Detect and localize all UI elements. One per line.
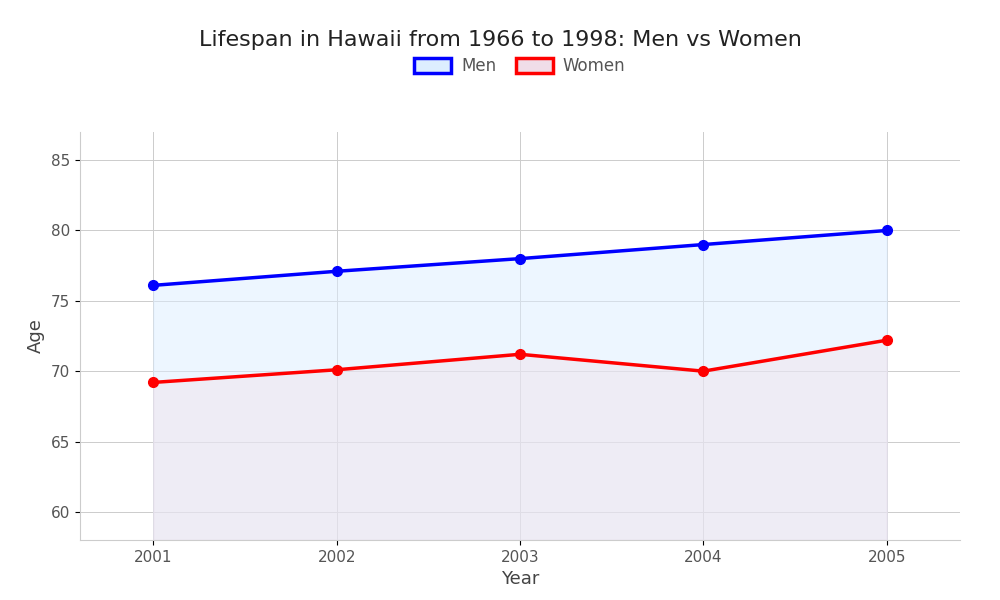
Y-axis label: Age: Age (27, 319, 45, 353)
X-axis label: Year: Year (501, 570, 539, 588)
Text: Lifespan in Hawaii from 1966 to 1998: Men vs Women: Lifespan in Hawaii from 1966 to 1998: Me… (199, 30, 801, 50)
Legend: Men, Women: Men, Women (408, 50, 632, 82)
